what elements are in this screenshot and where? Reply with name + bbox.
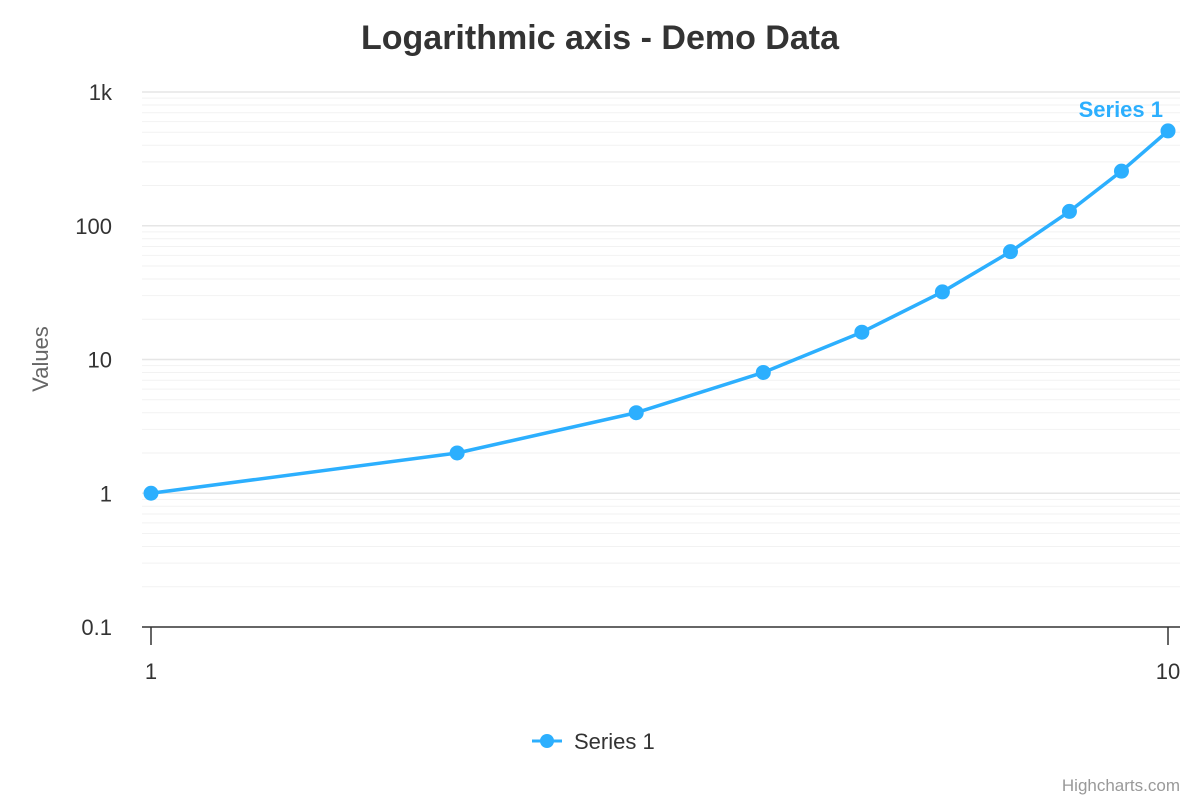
y-axis-title: Values [28,326,53,392]
data-point[interactable] [934,284,950,300]
y-tick-label: 1 [100,481,112,506]
major-gridlines [142,91,1180,494]
y-tick-label: 0.1 [81,615,112,640]
series-1-line [149,129,1170,495]
legend-item-series-1[interactable]: Series 1 [574,729,655,754]
legend[interactable]: Series 1 [532,729,655,754]
data-point[interactable] [854,324,870,340]
data-point[interactable] [1160,123,1176,139]
data-point[interactable] [755,364,771,380]
data-point[interactable] [449,445,465,461]
y-tick-label: 1k [89,80,113,105]
data-point[interactable] [628,405,644,421]
series-1[interactable] [143,123,1176,501]
legend-symbol-marker [540,734,554,748]
data-point[interactable] [1113,163,1129,179]
chart-title: Logarithmic axis - Demo Data [361,19,840,57]
x-axis-ticks: 1 10 [145,627,1180,684]
data-point[interactable] [1002,244,1018,260]
x-tick-label: 10 [1156,659,1180,684]
series-1-label: Series 1 [1079,97,1163,122]
data-point[interactable] [1061,203,1077,219]
minor-gridlines [142,97,1180,588]
y-axis-tick-labels: 0.1 1 10 100 1k [75,80,113,640]
credits-link[interactable]: Highcharts.com [1062,776,1180,795]
data-point[interactable] [143,485,159,501]
y-tick-label: 100 [75,214,112,239]
y-tick-label: 10 [88,348,112,373]
x-tick-label: 1 [145,659,157,684]
